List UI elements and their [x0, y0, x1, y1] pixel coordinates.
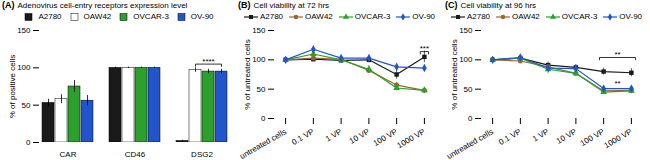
- svg-text:100: 100: [252, 55, 266, 64]
- html-text:A2780: A2780: [259, 12, 284, 21]
- html-text:OVCAR-3: OVCAR-3: [561, 12, 598, 21]
- svg-text:untreated cells: untreated cells: [445, 127, 495, 160]
- svg-text:1000 VP: 1000 VP: [603, 127, 634, 150]
- svg-text:0: 0: [468, 114, 473, 123]
- svg-text:150: 150: [17, 26, 31, 35]
- svg-text:% of untreated cells: % of untreated cells: [243, 39, 252, 109]
- html-text:(A) Adenovirus cell-entry rece: (A) Adenovirus cell-entry receptors expr…: [2, 0, 188, 10]
- svg-text:50: 50: [22, 101, 31, 110]
- svg-text:0: 0: [261, 114, 266, 123]
- svg-text:100 VP: 100 VP: [579, 127, 606, 148]
- svg-text:0: 0: [26, 138, 31, 147]
- html-text:OVCAR-3: OVCAR-3: [354, 12, 391, 21]
- svg-text:100 VP: 100 VP: [372, 127, 399, 148]
- svg-text:**: **: [614, 79, 620, 88]
- svg-text:***: ***: [420, 44, 429, 53]
- svg-text:CAR: CAR: [60, 150, 77, 159]
- svg-text:CD46: CD46: [125, 150, 146, 159]
- svg-text:% of positive cells: % of positive cells: [8, 55, 17, 119]
- svg-text:50: 50: [464, 85, 473, 94]
- html-text:OV-90: OV-90: [412, 12, 435, 21]
- svg-text:0.1 VP: 0.1 VP: [497, 127, 522, 147]
- svg-text:0.1 VP: 0.1 VP: [290, 127, 315, 147]
- html-text:OV-90: OV-90: [190, 12, 214, 21]
- svg-text:10 VP: 10 VP: [555, 127, 578, 146]
- html-text:OV-90: OV-90: [619, 12, 642, 21]
- html-text:A2780: A2780: [466, 12, 491, 21]
- svg-text:1 VP: 1 VP: [531, 127, 551, 143]
- svg-text:100: 100: [459, 55, 473, 64]
- svg-text:10 VP: 10 VP: [348, 127, 371, 146]
- html-text:OAW42: OAW42: [83, 12, 112, 21]
- svg-text:% of untreated cells: % of untreated cells: [450, 39, 459, 109]
- html-text:OVCAR-3: OVCAR-3: [133, 12, 169, 21]
- html-text:A2780: A2780: [38, 12, 62, 21]
- svg-text:1000 VP: 1000 VP: [396, 127, 427, 150]
- svg-text:150: 150: [252, 26, 266, 35]
- svg-text:DSG2: DSG2: [191, 150, 213, 159]
- svg-text:50: 50: [257, 85, 266, 94]
- svg-text:150: 150: [459, 26, 473, 35]
- svg-text:100: 100: [17, 63, 31, 72]
- svg-text:****: ****: [202, 57, 214, 66]
- html-text:(B) Cell viability at 72 hrs: (B) Cell viability at 72 hrs: [238, 0, 330, 10]
- html-text:OAW42: OAW42: [512, 12, 540, 21]
- html-text:OAW42: OAW42: [305, 12, 333, 21]
- svg-text:1 VP: 1 VP: [324, 127, 344, 143]
- html-text:(C) Cell viability at 96 hrs: (C) Cell viability at 96 hrs: [445, 0, 537, 10]
- svg-text:untreated cells: untreated cells: [238, 127, 288, 160]
- svg-text:**: **: [614, 50, 620, 59]
